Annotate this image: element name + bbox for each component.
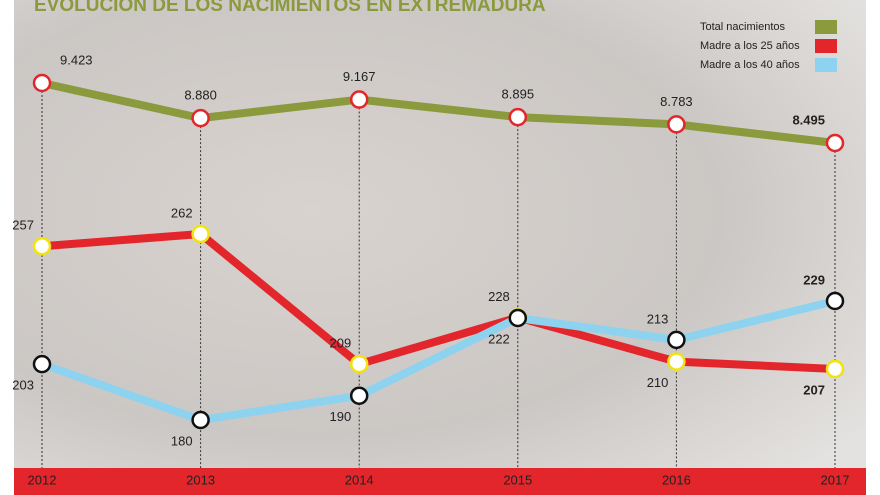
point-marker	[191, 108, 210, 128]
data-label: 180	[171, 433, 193, 448]
point-marker	[349, 90, 369, 109]
series-line	[41, 79, 836, 147]
legend-label: Total nacimientos	[700, 21, 785, 33]
data-label: 8.880	[184, 88, 217, 103]
point-marker	[825, 359, 845, 379]
legend-swatch	[815, 58, 837, 72]
data-label: 9.423	[60, 52, 93, 67]
data-label: 209	[329, 336, 351, 351]
legend-swatch	[815, 20, 837, 34]
data-label: 222	[488, 331, 510, 346]
point-marker	[32, 354, 52, 374]
legend-label: Madre a los 40 años	[700, 59, 800, 71]
point-marker	[191, 224, 210, 244]
x-tick-label: 2013	[186, 472, 215, 487]
chart-title: EVOLUCIÓN DE LOS NACIMIENTOS EN EXTREMAD…	[34, 0, 546, 16]
x-tick-label: 2017	[821, 472, 850, 487]
data-label: 203	[12, 378, 34, 393]
data-label: 8.495	[792, 112, 825, 127]
series-line	[41, 230, 836, 373]
point-marker	[508, 107, 528, 127]
point-marker	[191, 410, 210, 430]
data-label: 213	[647, 311, 669, 326]
point-marker	[825, 133, 845, 153]
series-line	[40, 297, 836, 424]
x-tick-label: 2012	[28, 472, 57, 487]
point-marker	[508, 308, 528, 328]
data-label: 257	[12, 218, 34, 233]
point-marker	[825, 291, 845, 311]
x-tick-label: 2016	[662, 472, 691, 487]
data-label: 8.783	[660, 94, 693, 109]
x-tick-label: 2015	[503, 472, 532, 487]
data-label: 228	[488, 289, 510, 304]
point-marker	[32, 73, 52, 93]
legend-label: Madre a los 25 años	[700, 40, 800, 52]
point-marker	[667, 352, 686, 371]
year-strip	[14, 468, 866, 495]
point-marker	[32, 237, 52, 256]
data-label: 210	[647, 375, 669, 390]
x-tick-label: 2014	[345, 472, 374, 487]
data-label: 9.167	[343, 69, 376, 84]
point-marker	[349, 354, 369, 374]
point-marker	[667, 115, 686, 134]
legend-swatch	[815, 39, 837, 53]
data-label: 190	[329, 409, 351, 424]
data-label: 207	[803, 382, 825, 397]
point-marker	[667, 330, 686, 350]
data-label: 229	[803, 272, 825, 287]
data-label: 262	[171, 205, 193, 220]
point-marker	[349, 386, 369, 405]
data-label: 8.895	[502, 87, 535, 102]
